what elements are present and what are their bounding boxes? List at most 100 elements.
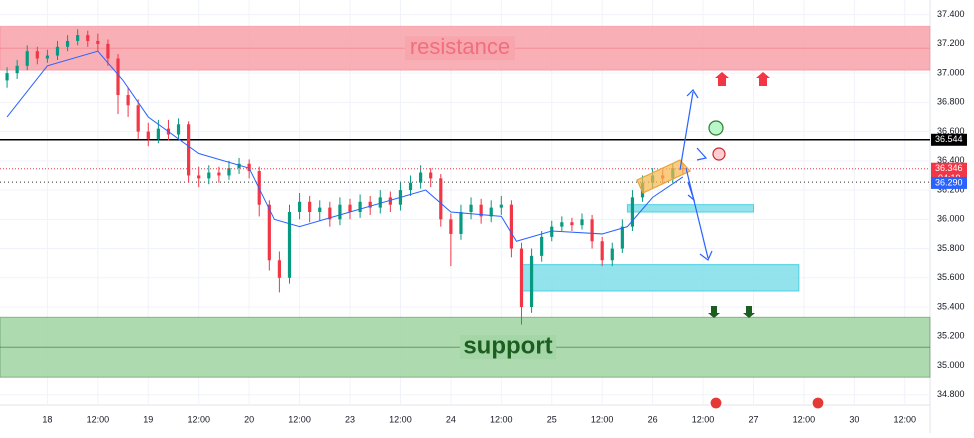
candle-body	[469, 204, 473, 213]
price-tag-bg	[931, 176, 967, 189]
box	[520, 264, 800, 292]
y-tick-label: 36.600	[937, 126, 965, 136]
candle-body	[116, 58, 120, 96]
x-tick-label: 12:00	[389, 414, 412, 424]
x-tick-label: 20	[244, 414, 254, 424]
candle-body	[499, 204, 503, 208]
price-tag: 36.290	[935, 177, 963, 187]
x-tick-label: 12:00	[692, 414, 715, 424]
candle-body	[227, 168, 231, 176]
candle-body	[277, 260, 282, 278]
candle-body	[15, 65, 19, 74]
y-tick-label: 35.200	[937, 331, 965, 341]
x-tick-label: 30	[849, 414, 859, 424]
annotations	[636, 72, 825, 410]
zone-label-bg	[405, 36, 515, 61]
arrow	[679, 91, 694, 171]
y-tick-label: 36.000	[937, 214, 965, 224]
box	[626, 204, 754, 213]
candle-body	[237, 163, 241, 169]
candle-body	[156, 128, 160, 139]
candle-body	[600, 241, 604, 261]
candle-body	[136, 105, 140, 132]
candle-body	[459, 212, 463, 234]
candle-body	[176, 124, 181, 135]
candle-body	[287, 212, 292, 278]
event-icon	[709, 396, 723, 410]
candle-body	[106, 43, 110, 59]
y-tick-label: 36.800	[937, 97, 965, 107]
circle	[708, 120, 724, 136]
plot: resistance support	[0, 0, 931, 405]
candle-body	[368, 201, 372, 208]
candle-body	[630, 197, 635, 227]
candle-body	[580, 219, 584, 226]
candle-body	[419, 172, 423, 183]
x-tick-label: 24	[446, 414, 456, 424]
candle-body	[146, 131, 150, 139]
price-tag-bg	[931, 133, 967, 146]
y-tick-label: 34.800	[937, 389, 965, 399]
candle-body	[328, 207, 332, 220]
up-marker	[715, 72, 729, 86]
candle-body	[5, 73, 9, 81]
candle-body	[378, 197, 382, 208]
candle-body	[529, 255, 534, 308]
y-tick-label: 37.400	[937, 9, 965, 19]
candle-body	[388, 197, 392, 205]
x-tick-label: 12:00	[490, 414, 513, 424]
y-tick-label: 35.800	[937, 243, 965, 253]
candle-body	[297, 201, 302, 213]
candle-body	[590, 219, 594, 242]
y-tick-label: 37.200	[937, 38, 965, 48]
x-tick-label: 25	[547, 414, 557, 424]
y-tick-label: 35.000	[937, 360, 965, 370]
zone-label: support	[463, 333, 552, 360]
candle-body	[267, 204, 271, 261]
zone-label: resistance	[410, 34, 510, 59]
candle-body	[25, 51, 29, 66]
candle-body	[338, 204, 342, 220]
candle-body	[217, 172, 221, 176]
x-tick-label: 12:00	[894, 414, 917, 424]
candle-body	[197, 175, 201, 179]
x-tick-label: 26	[648, 414, 658, 424]
candle-body	[509, 204, 513, 249]
arrow	[687, 181, 696, 202]
x-tick-label: 23	[345, 414, 355, 424]
x-tick-label: 12:00	[87, 414, 110, 424]
y-tick-label: 36.400	[937, 155, 965, 165]
candle-body	[550, 226, 554, 237]
x-tick-label: 12:00	[793, 414, 816, 424]
candle-body	[55, 46, 60, 56]
y-tick-label: 36.200	[937, 184, 965, 194]
x-tick-label: 12:00	[288, 414, 311, 424]
candle-body	[247, 163, 251, 172]
zone-label-bg	[460, 335, 556, 360]
down-marker	[743, 306, 755, 318]
y-tick-label: 37.000	[937, 67, 965, 77]
candle-body	[187, 124, 191, 176]
x-tick-label: 12:00	[591, 414, 614, 424]
candle-body	[449, 219, 453, 234]
arrowhead	[686, 89, 699, 99]
circle	[712, 147, 726, 161]
candle-body	[318, 207, 322, 213]
candle-body	[610, 248, 614, 261]
arrowhead	[699, 250, 713, 261]
price-tag: 36.544	[935, 134, 963, 144]
channel	[636, 159, 691, 194]
candle-body	[308, 201, 312, 213]
candle-body	[479, 204, 483, 217]
candle-body	[439, 178, 443, 220]
y-tick-label: 35.600	[937, 272, 965, 282]
candle-body	[489, 207, 493, 217]
candle-body	[96, 40, 100, 44]
down-marker	[708, 306, 720, 318]
candle-body	[76, 35, 80, 41]
candle-body	[348, 204, 352, 213]
candle-body	[126, 95, 130, 106]
event-icon	[811, 396, 825, 410]
x-tick-label: 18	[42, 414, 52, 424]
